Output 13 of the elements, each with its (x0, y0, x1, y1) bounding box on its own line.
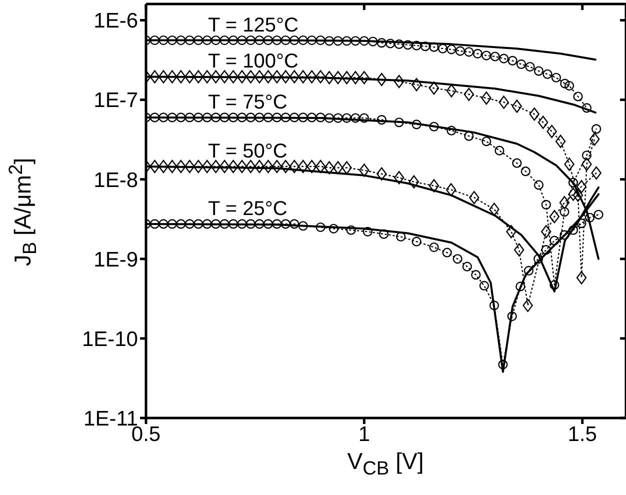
x-axis-title: V$_{CB}$ [V] (346, 448, 425, 481)
series-label: T = 25°C (208, 198, 288, 220)
y-tick-label: 1E-6 (94, 10, 138, 33)
y-tick-label: 1E-7 (94, 89, 138, 112)
y-tick-label: 1E-10 (82, 328, 138, 351)
x-tick-label: 1.5 (568, 422, 597, 446)
series-label: T = 100°C (208, 50, 298, 73)
x-tick-label: 1 (358, 422, 370, 446)
series-label: T = 125°C (208, 14, 298, 36)
series-label: T = 50°C (208, 140, 288, 163)
series-label: T = 75°C (208, 91, 288, 114)
y-tick-label: 1E-9 (94, 248, 138, 272)
y-tick-label: 1E-8 (94, 168, 138, 192)
